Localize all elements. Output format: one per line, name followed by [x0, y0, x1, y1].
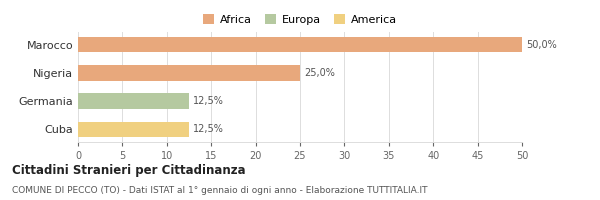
Bar [78, 122, 189, 137]
Text: 12,5%: 12,5% [193, 124, 224, 134]
Bar [78, 37, 522, 52]
Bar [78, 93, 189, 109]
Text: 25,0%: 25,0% [304, 68, 335, 78]
Text: COMUNE DI PECCO (TO) - Dati ISTAT al 1° gennaio di ogni anno - Elaborazione TUTT: COMUNE DI PECCO (TO) - Dati ISTAT al 1° … [12, 186, 427, 195]
Legend: Africa, Europa, America: Africa, Europa, America [199, 10, 401, 29]
Text: 12,5%: 12,5% [193, 96, 224, 106]
Text: 50,0%: 50,0% [526, 40, 557, 50]
Bar [78, 65, 300, 81]
Text: Cittadini Stranieri per Cittadinanza: Cittadini Stranieri per Cittadinanza [12, 164, 245, 177]
